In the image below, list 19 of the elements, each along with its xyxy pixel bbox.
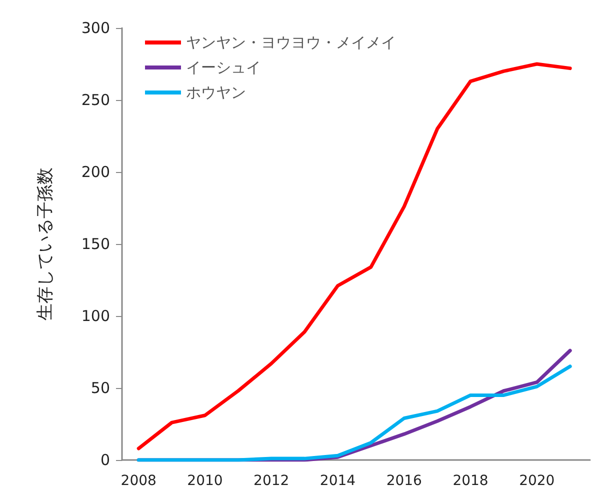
legend-label: ホウヤン	[186, 84, 246, 102]
y-tick-label: 100	[81, 307, 110, 325]
line-series	[136, 62, 572, 450]
x-tick-label: 2014	[320, 473, 356, 489]
y-axis-title: 生存している子孫数	[36, 168, 56, 320]
legend-label: イーシュイ	[186, 58, 261, 76]
x-tick-label: 2016	[386, 473, 422, 489]
y-tick-label: 200	[81, 163, 110, 181]
y-tick-label: 150	[81, 235, 110, 253]
y-tick-label: 250	[81, 91, 110, 109]
x-tick-label: 2018	[452, 473, 488, 489]
legend-label: ヤンヤン・ヨウヨウ・メイメイ	[186, 34, 396, 52]
x-tick-label: 2020	[519, 473, 555, 489]
y-tick-label: 0	[100, 451, 110, 469]
x-tick-label: 2012	[254, 473, 290, 489]
y-tick-label: 300	[81, 19, 110, 37]
x-tick-label: 2008	[120, 473, 156, 489]
x-tick-label: 2010	[187, 473, 223, 489]
y-tick-label: 50	[90, 379, 110, 397]
